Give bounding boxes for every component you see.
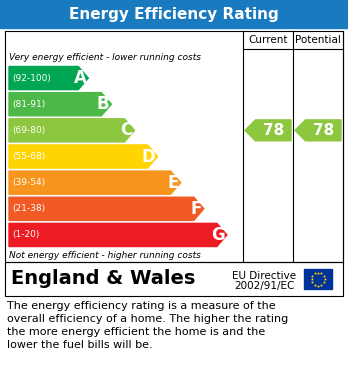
Text: England & Wales: England & Wales [11, 269, 195, 289]
Text: Potential: Potential [295, 35, 341, 45]
Bar [5, 31, 343, 262]
Polygon shape [9, 197, 204, 221]
Bar [5, 262, 343, 296]
Text: A: A [73, 69, 86, 87]
Text: Not energy efficient - higher running costs: Not energy efficient - higher running co… [9, 251, 201, 260]
Text: 2002/91/EC: 2002/91/EC [234, 281, 294, 291]
Polygon shape [245, 120, 291, 141]
Text: (1-20): (1-20) [12, 230, 39, 239]
Polygon shape [9, 145, 158, 168]
Polygon shape [9, 66, 88, 90]
Text: Energy Efficiency Rating: Energy Efficiency Rating [69, 7, 279, 22]
Text: 78: 78 [263, 123, 284, 138]
Bar [0, 0, 348, 28]
Text: Current: Current [248, 35, 288, 45]
Text: (69-80): (69-80) [12, 126, 45, 135]
Polygon shape [9, 171, 181, 194]
Text: G: G [211, 226, 225, 244]
Text: D: D [142, 147, 156, 165]
Text: F: F [190, 200, 202, 218]
Text: overall efficiency of a home. The higher the rating: overall efficiency of a home. The higher… [7, 314, 288, 324]
Text: (55-68): (55-68) [12, 152, 45, 161]
Text: EU Directive: EU Directive [232, 271, 296, 281]
Text: (39-54): (39-54) [12, 178, 45, 187]
Text: 78: 78 [313, 123, 334, 138]
Text: Very energy efficient - lower running costs: Very energy efficient - lower running co… [9, 54, 201, 63]
Polygon shape [9, 119, 134, 142]
Polygon shape [9, 223, 227, 246]
Text: (21-38): (21-38) [12, 204, 45, 213]
Text: lower the fuel bills will be.: lower the fuel bills will be. [7, 340, 153, 350]
Polygon shape [9, 93, 111, 116]
Polygon shape [295, 120, 341, 141]
Bar [304, 269, 332, 289]
Text: (92-100): (92-100) [12, 74, 51, 83]
Text: (81-91): (81-91) [12, 100, 45, 109]
Text: C: C [120, 121, 133, 139]
Text: E: E [167, 174, 179, 192]
Text: B: B [97, 95, 109, 113]
Text: the more energy efficient the home is and the: the more energy efficient the home is an… [7, 327, 265, 337]
Text: The energy efficiency rating is a measure of the: The energy efficiency rating is a measur… [7, 301, 276, 311]
